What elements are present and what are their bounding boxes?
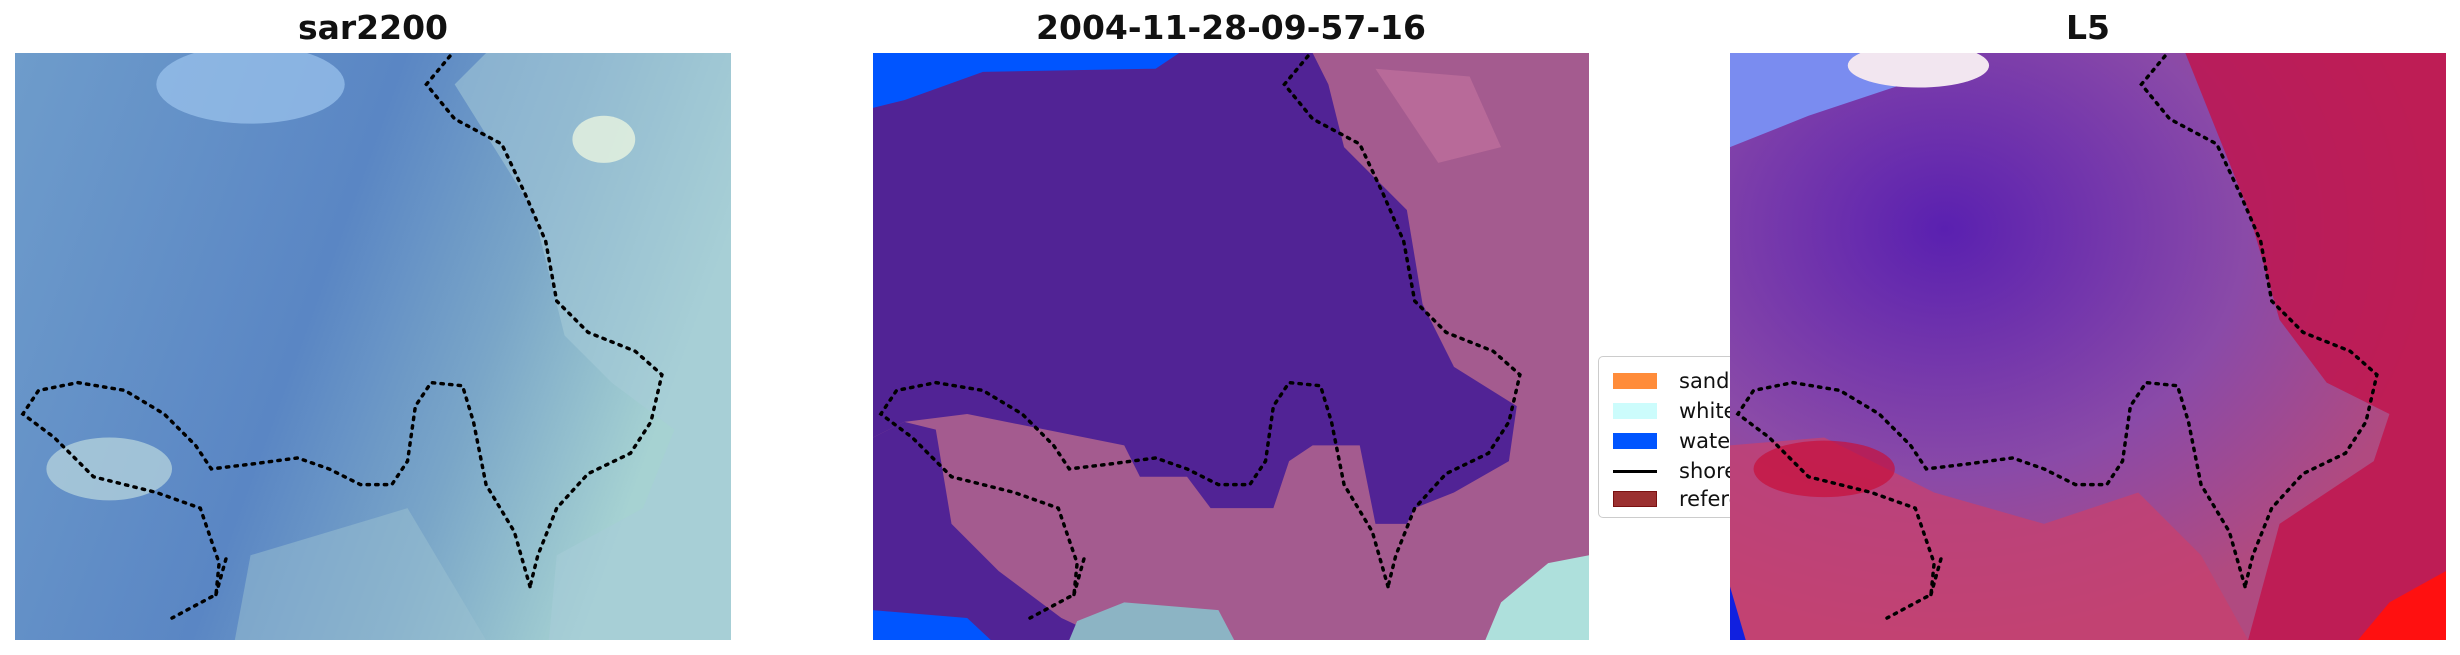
rgb-image-panel bbox=[15, 53, 731, 640]
legend-label: sand bbox=[1679, 369, 1730, 393]
reference-swatch bbox=[1613, 491, 1657, 507]
legend-label: shoreline bbox=[1679, 459, 1776, 483]
legend-item-sand: sand bbox=[1613, 367, 1729, 395]
shoreline-line-swatch bbox=[1613, 469, 1657, 473]
legend-label: water bbox=[1679, 429, 1739, 453]
panel-title-index: L5 bbox=[2066, 8, 2110, 47]
panel-title-classified: 2004-11-28-09-57-16 bbox=[1036, 8, 1426, 47]
legend: sand whitewater water shoreline referenc… bbox=[1598, 356, 1800, 518]
legend-item-shoreline: shoreline bbox=[1613, 457, 1775, 485]
classified-image-panel bbox=[873, 53, 1589, 640]
legend-label: whitewater bbox=[1679, 399, 1797, 423]
panel-title-rgb: sar2200 bbox=[297, 8, 449, 47]
whitewater-swatch bbox=[1613, 403, 1657, 419]
index-image-panel bbox=[1730, 53, 2446, 640]
legend-item-water: water bbox=[1613, 427, 1739, 455]
water-swatch bbox=[1613, 433, 1657, 449]
legend-label: reference bbox=[1679, 487, 1780, 511]
legend-item-reference: reference bbox=[1613, 485, 1779, 513]
sand-swatch bbox=[1613, 373, 1657, 389]
legend-item-whitewater: whitewater bbox=[1613, 397, 1796, 425]
